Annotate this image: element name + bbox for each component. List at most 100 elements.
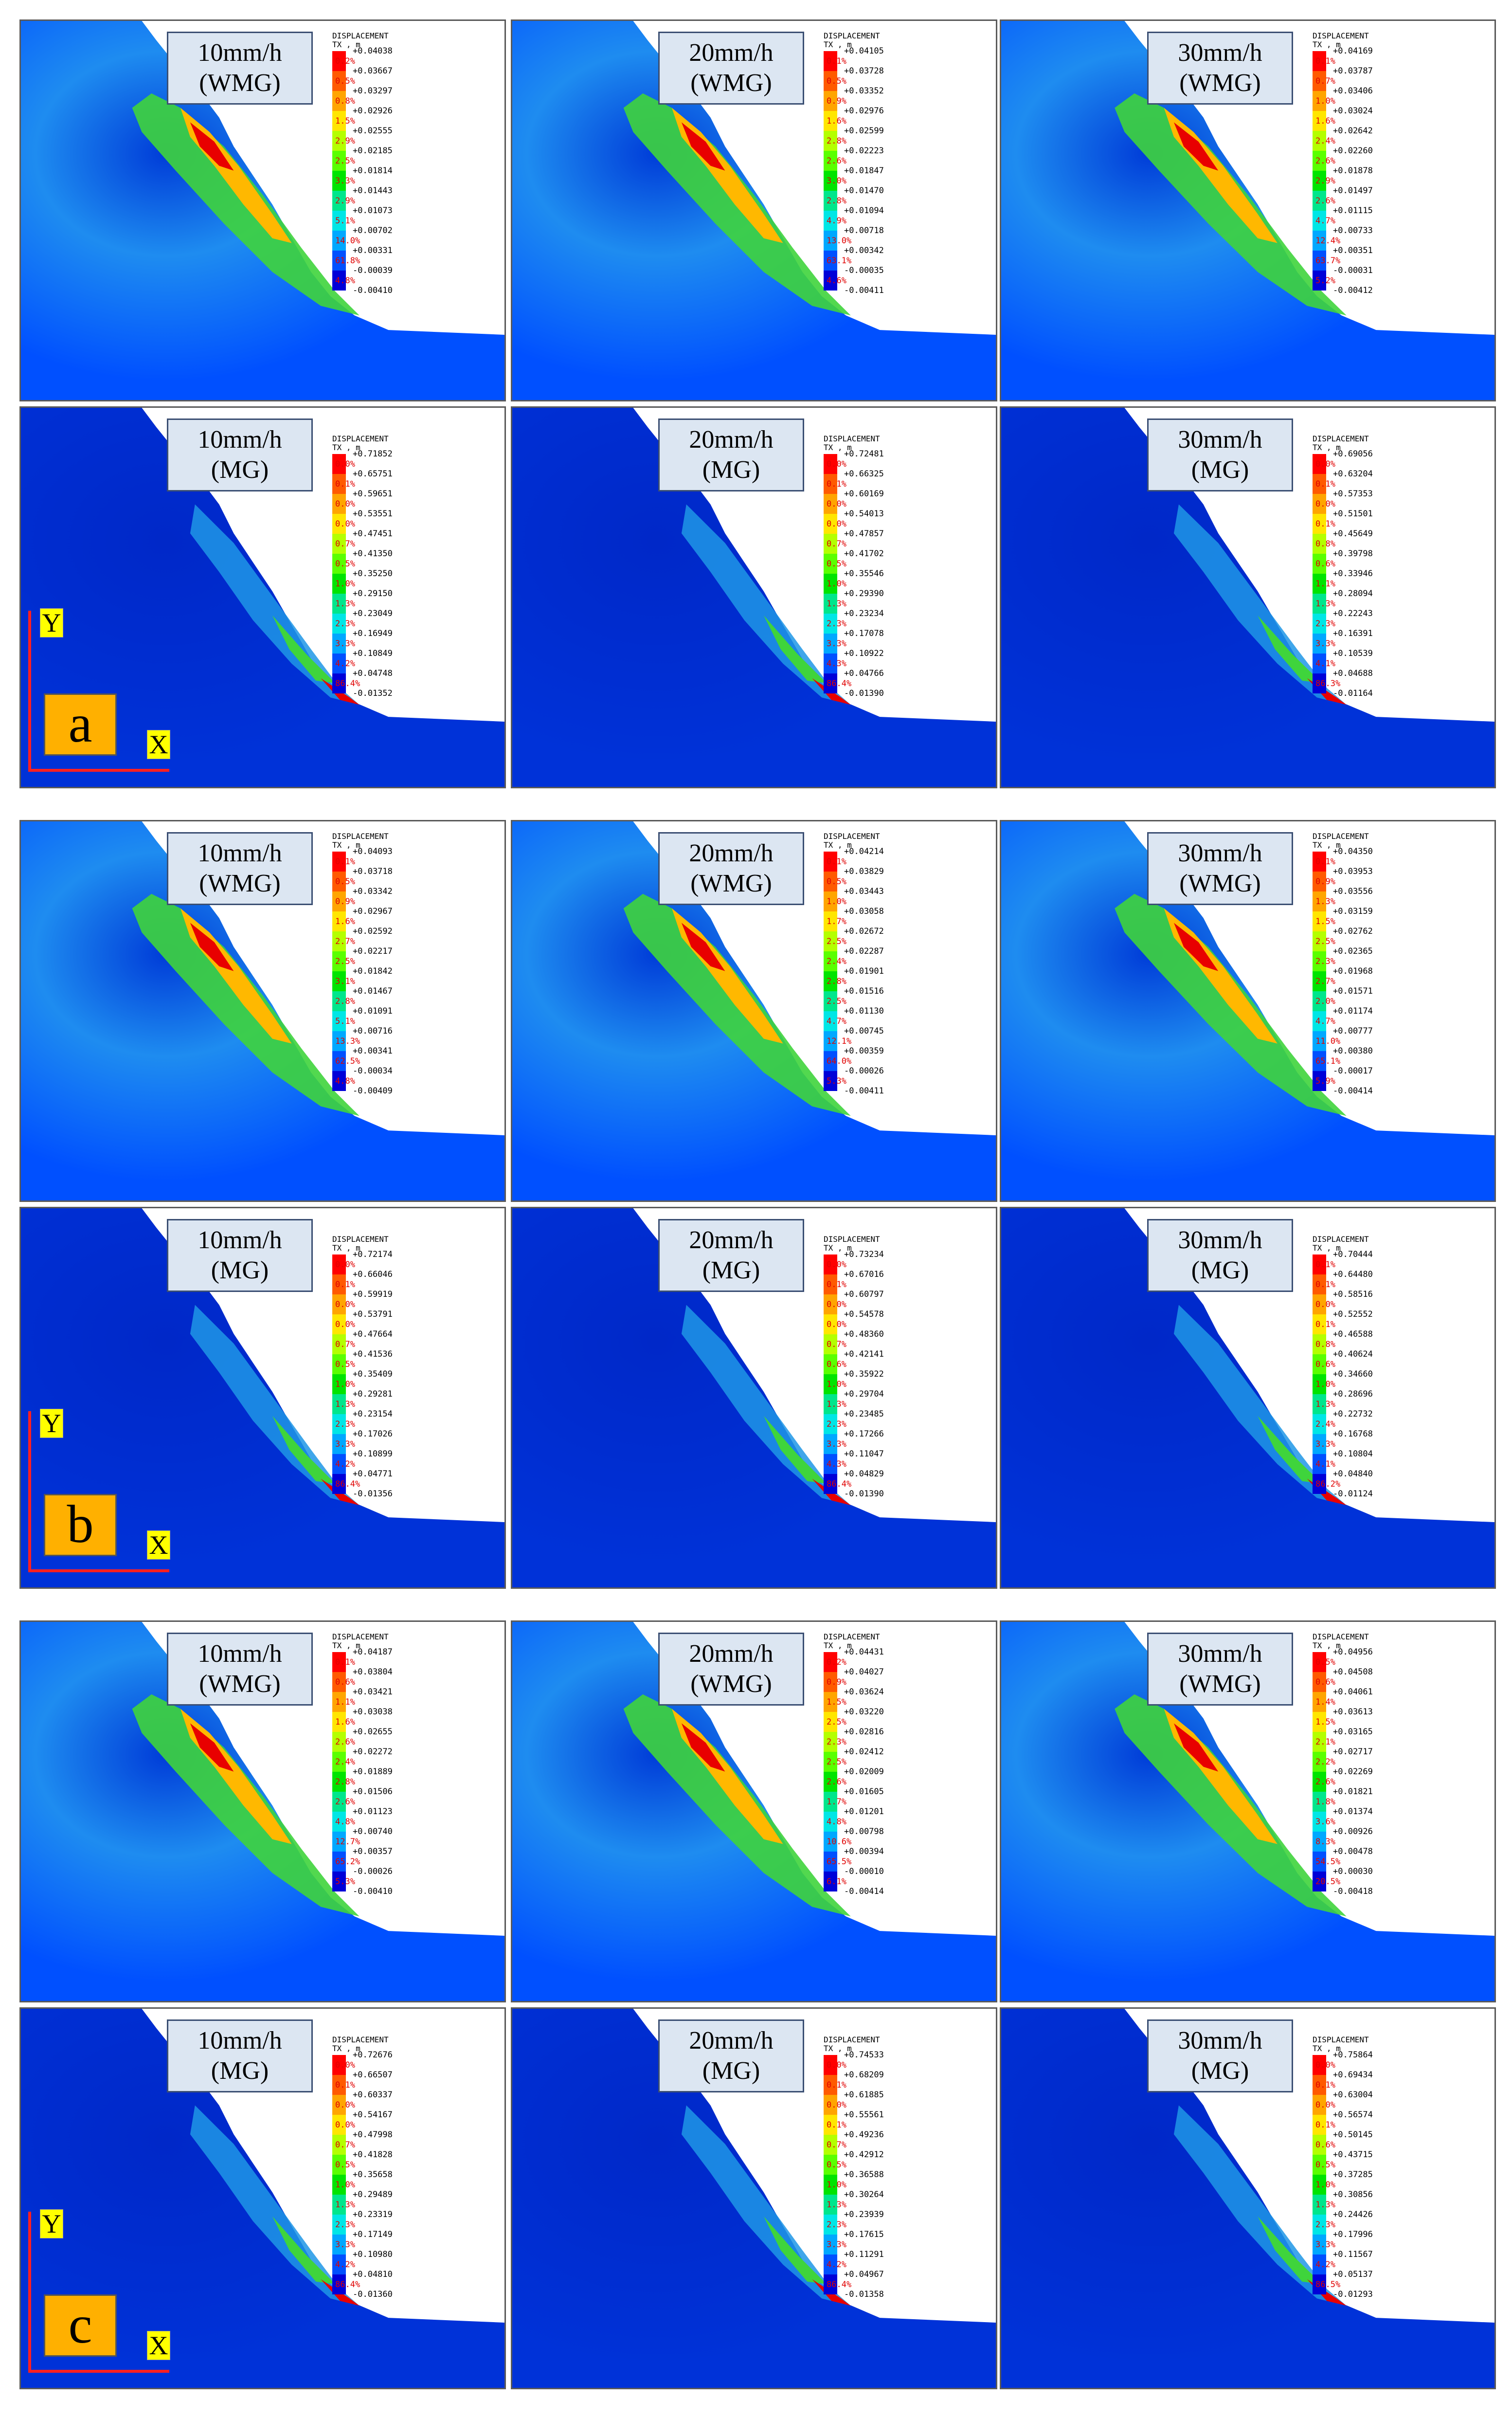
legend-swatch [332,971,346,991]
legend-value: +0.22732 [1333,1409,1373,1419]
legend-swatch [1313,2155,1326,2175]
legend-percent: 3.6% [1315,1817,1335,1827]
legend-swatch [332,951,346,971]
legend-swatch [1313,2274,1326,2294]
legend-value: +0.23234 [844,609,884,618]
legend-value: +0.03787 [1333,66,1373,76]
legend-title: DISPLACEMENT TX , m [1313,32,1369,49]
legend-value: +0.01821 [1333,1787,1373,1797]
legend-value: +0.04508 [1333,1667,1373,1677]
legend-value: -0.00010 [844,1867,884,1876]
legend-percent: 3.3% [1315,639,1335,649]
legend-swatch [1313,474,1326,494]
legend-percent: 4.8% [827,1817,846,1827]
legend-value: +0.03352 [844,86,884,96]
legend-title-line: DISPLACEMENT [1313,1235,1369,1244]
legend-percent: 0.1% [335,479,355,489]
case-label: 30mm/h (WMG) [1147,1633,1293,1706]
legend-value: +0.23049 [353,609,393,618]
legend-value: +0.00030 [1333,1867,1373,1876]
legend-value: +0.16391 [1333,629,1373,638]
legend-swatch [824,2195,837,2215]
legend-percent: 0.0% [827,2060,846,2070]
legend-value: +0.04840 [1333,1469,1373,1479]
x-axis-arrow [28,769,169,772]
legend-swatch [824,2254,837,2274]
legend-value: +0.00702 [353,226,393,236]
legend-value: +0.53791 [353,1309,393,1319]
legend-value: +0.75864 [1333,2050,1373,2060]
displacement-legend: DISPLACEMENT TX , m 0.0% 0.1% 0.0% 0.0% 0.7% 0.… [332,1235,444,1508]
legend-value: +0.55561 [844,2110,884,2120]
legend-swatch [332,1772,346,1792]
legend-percent: 1.3% [827,599,846,609]
slope-contour-plot [512,1622,996,2001]
legend-swatch [1313,2195,1326,2215]
legend-value: +0.01115 [1333,206,1373,216]
legend-value: +0.03443 [844,887,884,896]
legend-swatch [824,494,837,514]
legend-value: +0.02287 [844,946,884,956]
legend-swatch [332,2254,346,2274]
legend-percent: 0.1% [827,479,846,489]
legend-swatch [1313,2095,1326,2115]
model-type-label: (MG) [1191,456,1249,484]
legend-swatch [332,1692,346,1712]
legend-value: +0.03718 [353,867,393,876]
legend-value: +0.29150 [353,589,393,599]
legend-swatch [824,2075,837,2095]
legend-title-line: DISPLACEMENT [332,832,389,841]
legend-value: +0.63004 [1333,2090,1373,2100]
legend-percent: 0.5% [335,2160,355,2170]
legend-percent: 0.1% [827,857,846,867]
legend-value: -0.01293 [1333,2290,1373,2299]
y-axis-arrow [28,2212,31,2372]
displacement-legend: DISPLACEMENT TX , m 0.0% 0.1% 0.0% 0.1% 0.6% 0.… [1313,2036,1424,2308]
legend-title-line: TX , m [1313,1243,1341,1253]
legend-value: -0.00414 [1333,1086,1373,1096]
model-type-label: (MG) [702,2057,760,2085]
rainfall-intensity-label: 30mm/h [1178,1226,1262,1254]
legend-swatch [1313,1872,1326,1891]
legend-swatch [332,1752,346,1772]
legend-value: -0.00418 [1333,1887,1373,1896]
legend-swatch [1313,1254,1326,1274]
displacement-zone-red [681,923,725,971]
legend-value: -0.00410 [353,1887,393,1896]
plot-panel: 10mm/h (MG) DISPLACEMENT TX , m 0.0% 0.1% 0.0%… [19,406,506,788]
legend-percent: 12.7% [335,1837,360,1847]
legend-value: +0.70444 [1333,1250,1373,1259]
displacement-legend: DISPLACEMENT TX , m 0.2% 0.9% 1.5% 2.5% 2.3% 2.… [824,1633,936,1905]
legend-percent: 0.0% [827,519,846,529]
legend-value: +0.72676 [353,2050,393,2060]
plot-panel: 10mm/h (WMG) DISPLACEMENT TX , m 0.1% 0.5% 0.9… [19,820,506,1202]
legend-title: DISPLACEMENT TX , m [332,435,389,452]
legend-value: -0.00410 [353,286,393,295]
legend-percent: 2.8% [335,1777,355,1787]
legend-value: +0.01470 [844,186,884,196]
legend-value: +0.01467 [353,986,393,996]
legend-value: +0.49236 [844,2130,884,2140]
displacement-zone-cyan [681,504,851,705]
legend-swatch [824,1832,837,1852]
displacement-zone-red [1173,923,1219,971]
legend-swatch [824,1474,837,1494]
rainfall-intensity-label: 20mm/h [689,2027,774,2054]
legend-swatch [1313,1031,1326,1051]
legend-title: DISPLACEMENT TX , m [824,2036,880,2053]
legend-value: +0.71852 [353,449,393,459]
legend-value: +0.04431 [844,1647,884,1657]
legend-value: -0.01390 [844,1489,884,1499]
legend-swatch [824,1274,837,1294]
legend-swatch [1313,1071,1326,1091]
legend-swatch [332,474,346,494]
legend-percent: 4.1% [1315,1459,1335,1469]
legend-swatch [332,1712,346,1732]
case-label: 30mm/h (MG) [1147,2019,1293,2092]
legend-swatch [1313,231,1326,251]
legend-value: -0.01352 [353,689,393,698]
plot-panel: 30mm/h (MG) DISPLACEMENT TX , m 0.0% 0.1% 0.0%… [1000,2007,1496,2389]
legend-swatch [824,1872,837,1891]
legend-value: +0.60169 [844,489,884,499]
legend-swatch [824,2115,837,2135]
